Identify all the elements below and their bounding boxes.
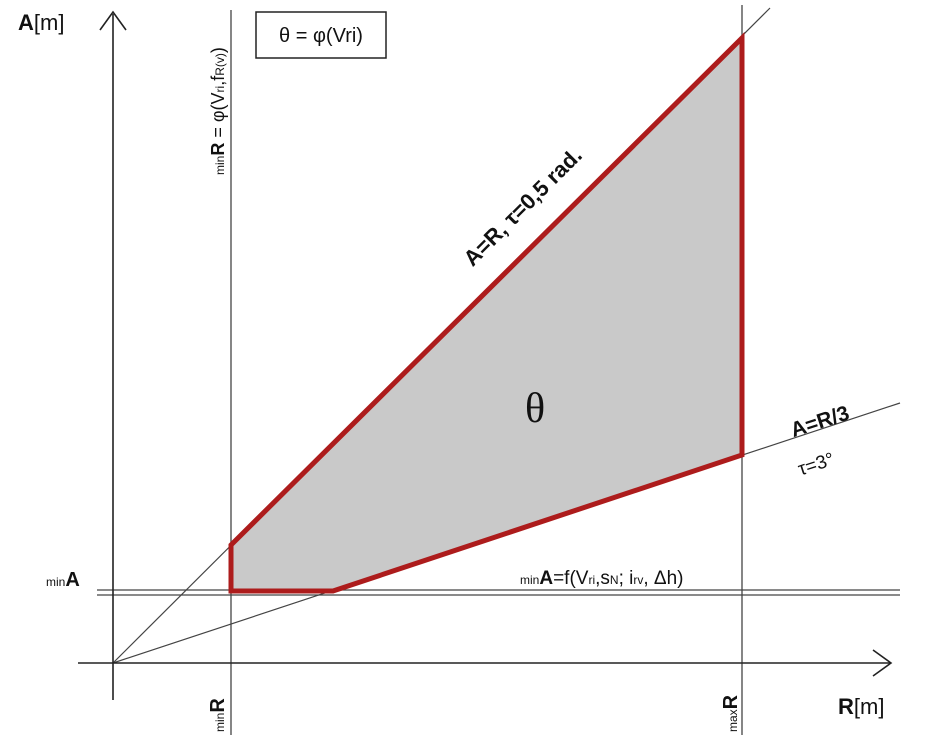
sub: R(v) bbox=[213, 53, 227, 76]
sub: min bbox=[520, 573, 539, 587]
min-a-formula: minA=f(Vri,sN; irv, Δh) bbox=[520, 568, 684, 589]
formula-box bbox=[255, 11, 387, 59]
region-label: θ bbox=[525, 386, 545, 432]
max-r-tick: maxR bbox=[720, 694, 742, 732]
min-a-label: minA bbox=[46, 569, 80, 591]
formula-box-text: θ = φ(Vri) bbox=[279, 25, 363, 47]
text: , Δh) bbox=[643, 568, 683, 589]
text: ,f bbox=[208, 75, 228, 86]
unit: [m] bbox=[854, 694, 885, 719]
symbol: R bbox=[720, 694, 742, 709]
symbol: R bbox=[838, 694, 854, 719]
lower-line-label: A=R/3 bbox=[788, 402, 852, 442]
min-r-tick: minR bbox=[207, 698, 229, 732]
symbol: A bbox=[18, 10, 34, 35]
text: = φ(V bbox=[208, 92, 228, 142]
lower-line-angle: τ=3° bbox=[796, 449, 837, 480]
feasible-region bbox=[228, 31, 745, 594]
text: ) bbox=[208, 47, 228, 53]
symbol: R bbox=[208, 143, 228, 156]
text: ,s bbox=[595, 568, 610, 589]
text: ; i bbox=[619, 568, 634, 589]
min-r-formula: minR = φ(Vri,fR(v)) bbox=[208, 47, 228, 175]
symbol: R bbox=[207, 698, 229, 713]
sub: N bbox=[610, 573, 619, 587]
symbol: A bbox=[65, 569, 79, 591]
y-arrow bbox=[99, 10, 127, 31]
sub: max bbox=[726, 709, 740, 732]
text: =f(V bbox=[553, 568, 589, 589]
x-arrow bbox=[872, 649, 893, 677]
x-axis-label: R[m] bbox=[838, 694, 884, 719]
y-axis-label: A[m] bbox=[18, 10, 64, 35]
sub: rv bbox=[633, 573, 643, 587]
sub: ri bbox=[588, 573, 595, 587]
sub: min bbox=[213, 713, 227, 732]
unit: [m] bbox=[34, 10, 65, 35]
sub: min bbox=[46, 575, 65, 589]
sub: min bbox=[213, 156, 227, 175]
sub: ri bbox=[213, 86, 227, 93]
symbol: A bbox=[539, 568, 553, 589]
